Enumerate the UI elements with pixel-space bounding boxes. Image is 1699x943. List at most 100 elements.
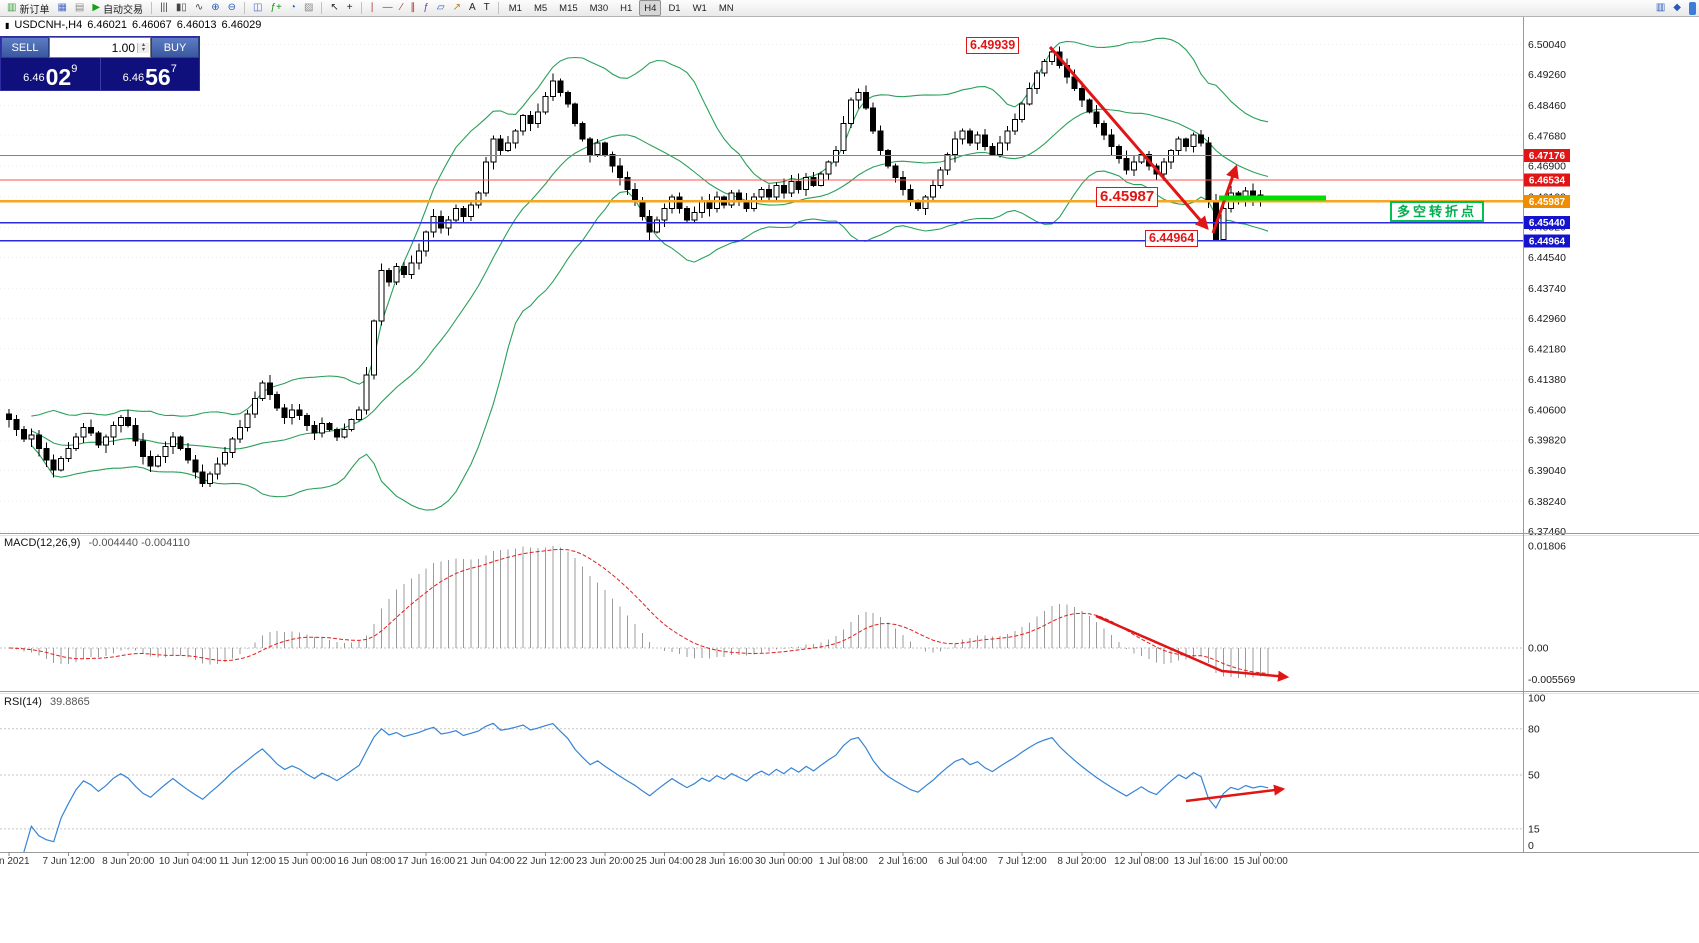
new-order-button: ▥ (7, 2, 17, 13)
timeframe-m1[interactable]: M1 (508, 2, 522, 14)
macd-trend-arrow (1095, 614, 1290, 682)
price-axis-label: 6.39040 (1528, 465, 1566, 477)
macd-values: -0.004440 -0.004110 (88, 537, 190, 549)
bar-chart-icon[interactable]: ||| (156, 0, 172, 17)
candle-chart-icon[interactable]: ▮▯ (172, 0, 191, 17)
line-chart-icon[interactable]: ∿ (191, 0, 207, 17)
low-price-annotation[interactable]: 6.44964 (1145, 230, 1199, 247)
macd-signal-line (8, 548, 1269, 674)
autotrading-button[interactable]: ▶ 自动交易 (88, 0, 147, 17)
sell-price-prefix: 6.46 (23, 72, 45, 84)
autotrading-button: ▶ (92, 2, 101, 13)
timeframe-m5[interactable]: M5 (533, 2, 548, 14)
timeframe-w1[interactable]: W1 (692, 2, 707, 14)
buy-price[interactable]: 6.46 56 7 (99, 58, 200, 90)
cursor-icon[interactable]: ↖ (326, 0, 342, 17)
horizontal-level-lines[interactable]: 6.47176 6.46534 6.45987 6.45440 6.44964 (0, 148, 1570, 248)
timeframe-d1[interactable]: D1 (668, 2, 681, 14)
trendline-icon: ∕ (400, 2, 403, 13)
channel-icon[interactable]: ∥ (406, 0, 419, 17)
current-price-annotation[interactable]: 6.45987 (1096, 187, 1159, 207)
vertical-line-icon: ∣ (369, 2, 375, 13)
sell-price[interactable]: 6.46 02 9 (1, 58, 100, 90)
price-axis-label: 6.39820 (1528, 435, 1566, 447)
volume-stepper[interactable]: ▴ ▾ (137, 42, 149, 53)
label-icon: T (483, 2, 490, 13)
alerts-icon: ◆ (1673, 2, 1681, 13)
high-value: 6.46067 (132, 19, 172, 31)
price-axis-label: 6.44540 (1528, 252, 1566, 264)
text-icon[interactable]: A (465, 0, 480, 17)
rsi-trend-arrow (1185, 784, 1286, 803)
time-axis-label: 15 Jun 00:00 (278, 856, 336, 867)
price-axis-label: 6.42960 (1528, 313, 1566, 325)
rsi-label: RSI(14) 39.8865 (4, 696, 90, 708)
timeframe-mn[interactable]: MN (718, 2, 734, 14)
price-axis-label: 6.42180 (1528, 343, 1566, 355)
zoom-in-icon[interactable]: ⊕ (207, 0, 223, 17)
rsi-axis-label: 15 (1528, 823, 1540, 835)
time-axis-label: 8 Jun 20:00 (102, 856, 155, 867)
close-value: 6.46029 (221, 19, 262, 31)
peak-price-annotation[interactable]: 6.49939 (966, 37, 1020, 54)
arrows-icon[interactable]: ↗ (449, 0, 465, 17)
time-axis-label: 12 Jul 08:00 (1114, 856, 1169, 867)
rsi-line (23, 722, 1269, 853)
horizontal-line-icon[interactable]: ― (379, 0, 397, 17)
symbol-ohlc-title: ▮ USDCNH-,H4 6.46021 6.46067 6.46013 6.4… (5, 19, 261, 31)
buy-button[interactable]: BUY (151, 37, 199, 58)
price-tag-label: 6.47176 (1529, 151, 1566, 162)
timeframe-m15[interactable]: M15 (559, 2, 578, 14)
volume-field[interactable]: 1.00 ▴ ▾ (49, 37, 151, 58)
price-axis-label: 6.46900 (1528, 161, 1566, 173)
chart-annotations[interactable] (1048, 46, 1326, 803)
sell-button[interactable]: SELL (1, 37, 49, 58)
turning-point-note[interactable]: 多空转折点 (1390, 201, 1485, 222)
toolbar-scroll-thumb[interactable] (1689, 1, 1696, 15)
price-axis-label: 6.48460 (1528, 100, 1566, 112)
tile-windows-icon: ◫ (253, 2, 263, 13)
spinner-down-icon[interactable]: ▾ (138, 47, 149, 53)
timeframe-h1[interactable]: H1 (620, 2, 633, 14)
candle-chart-icon: ▮▯ (175, 2, 187, 13)
volume-value[interactable]: 1.00 (111, 40, 135, 55)
cursor-icon: ↖ (330, 2, 339, 13)
charts-window-icon[interactable]: ▦ (53, 0, 70, 17)
text-icon: A (468, 2, 476, 13)
crosshair-icon[interactable]: + (343, 0, 357, 17)
spinner-up-icon[interactable]: ▴ (138, 42, 149, 48)
timeframe-h4[interactable]: H4 (639, 0, 662, 16)
shapes-icon[interactable]: ▱ (433, 0, 449, 17)
time-axis-label: 7 Jul 12:00 (998, 856, 1047, 867)
profiles-icon[interactable]: ▤ (71, 0, 88, 17)
zoom-out-icon[interactable]: ⊖ (224, 0, 240, 17)
macd-axis-label: -0.005569 (1528, 674, 1575, 686)
chart-plot-area[interactable] (0, 17, 1523, 852)
buy-price-prefix: 6.46 (122, 72, 145, 84)
vertical-line-icon[interactable]: ∣ (366, 0, 379, 17)
symbol-period-label: USDCNH-,H4 (14, 19, 83, 31)
time-axis-label: 23 Jun 20:00 (576, 856, 634, 867)
depth-of-market-icon[interactable]: ▥ (1652, 0, 1669, 17)
toolbar-separator (360, 2, 362, 14)
price-axis-label: 6.41380 (1528, 374, 1566, 386)
downtrend-arrow (1048, 46, 1209, 231)
time-axis: Jun 2021 7 Jun 12:00 8 Jun 20:00 10 Jun 04:… (0, 852, 1288, 867)
tile-windows-icon[interactable]: ◫ (249, 0, 266, 17)
trendline-icon[interactable]: ∕ (397, 0, 407, 17)
price-tag (1524, 148, 1570, 162)
template-icon[interactable]: ▨ (300, 0, 317, 17)
indicators-icon[interactable]: ƒ+ (267, 0, 286, 17)
fibonacci-icon[interactable]: ƒ (419, 0, 433, 17)
new-order-button[interactable]: ▥ 新订单 (3, 0, 53, 17)
macd-title: MACD(12,26,9) (4, 537, 81, 549)
line-chart-icon: ∿ (194, 2, 204, 13)
alerts-icon[interactable]: ◆ (1669, 0, 1685, 17)
label-icon[interactable]: T (480, 0, 494, 17)
bar-chart-icon: ||| (160, 2, 168, 13)
candlestick-icon: ▮ (5, 20, 10, 30)
toolbar-separator (244, 2, 246, 14)
period-icon[interactable]: ◔ (286, 0, 300, 17)
timeframe-m30[interactable]: M30 (589, 2, 609, 14)
